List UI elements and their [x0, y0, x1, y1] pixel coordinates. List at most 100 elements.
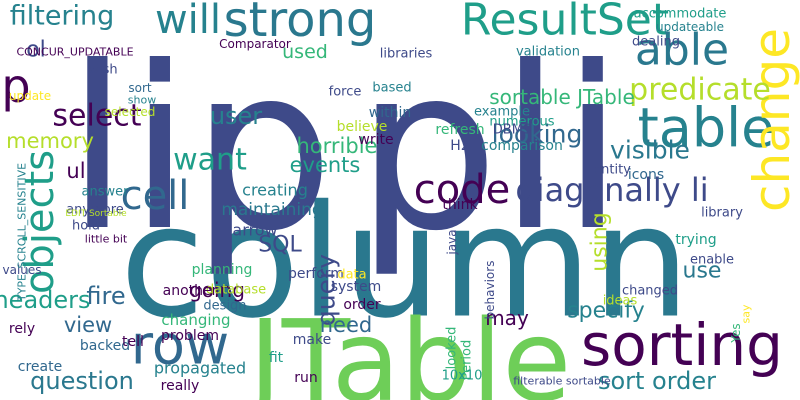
word: DBMS	[493, 123, 531, 138]
word: think	[442, 197, 478, 213]
word: based	[372, 81, 411, 96]
word: want	[173, 143, 247, 178]
word: anymore	[66, 203, 124, 218]
word: going	[189, 278, 245, 302]
word: system	[331, 279, 382, 295]
word: validation	[516, 45, 580, 60]
word: query	[312, 254, 341, 326]
word: numerous	[489, 115, 554, 130]
word: problem	[161, 328, 219, 344]
word: use	[683, 259, 722, 284]
word: changed	[622, 284, 678, 299]
word: entity	[593, 163, 631, 178]
word: used	[282, 41, 328, 63]
word: lip	[66, 19, 334, 281]
word: CONCUR_UPDATABLE	[16, 46, 133, 59]
word: Period	[460, 340, 475, 381]
word: headers	[0, 286, 91, 314]
word: able	[635, 25, 729, 76]
word: view	[64, 313, 112, 337]
word: library	[701, 206, 743, 221]
word: behaviors	[483, 261, 497, 320]
word: java	[445, 229, 459, 255]
word: looking	[492, 120, 583, 149]
word: within	[369, 105, 411, 121]
word: sortable JTable	[489, 85, 635, 109]
word: changing	[161, 311, 230, 329]
word: refresh	[435, 122, 484, 138]
word: fit	[269, 350, 284, 366]
word: JTable	[243, 297, 572, 400]
word: p	[1, 59, 30, 113]
word: comparison	[481, 138, 563, 154]
word: 10x10	[442, 369, 483, 384]
word: filterable sortable	[513, 375, 611, 388]
word: row	[131, 314, 229, 377]
word: ResultSet	[461, 0, 669, 46]
word: sorting	[581, 311, 783, 379]
word: show	[128, 94, 156, 107]
word: question	[30, 367, 134, 395]
word: values	[2, 263, 41, 277]
word: EDIT Sortable	[65, 209, 127, 219]
word: user	[210, 102, 262, 130]
word: events	[290, 153, 361, 177]
word: update	[9, 89, 51, 103]
word: diagonally li	[515, 171, 708, 209]
word: pli	[356, 19, 624, 281]
word: code	[414, 167, 510, 213]
word: filtering	[10, 1, 115, 32]
word: backed	[80, 338, 130, 354]
word: SQL	[258, 233, 302, 258]
word: dealing	[632, 35, 680, 50]
word: column	[120, 172, 691, 353]
word: write	[358, 132, 393, 148]
word: propagated	[154, 359, 246, 378]
word: TYPE_SCROLL_SENSITIVE	[16, 163, 29, 302]
word: Yes	[729, 323, 743, 343]
word: little bit	[85, 233, 128, 246]
word: specify	[567, 299, 645, 324]
word: another	[163, 283, 218, 299]
word: fire	[86, 282, 125, 310]
word: H2	[450, 138, 469, 154]
word: libraries	[380, 47, 433, 62]
word: sort order	[598, 367, 716, 395]
word: example	[474, 105, 530, 120]
word: need	[320, 313, 372, 337]
word: objects	[17, 150, 63, 294]
word: cell	[121, 173, 190, 219]
word: database	[206, 283, 266, 298]
word: enable	[690, 253, 734, 268]
word: updateable	[656, 20, 724, 34]
word: really	[161, 378, 200, 394]
word: table	[638, 97, 775, 160]
word: perform	[288, 266, 344, 282]
word: create	[18, 359, 62, 375]
word: creating	[242, 181, 308, 200]
word: tell	[122, 334, 144, 350]
word: answer	[82, 185, 130, 200]
word: ol	[26, 38, 46, 63]
word: run	[294, 370, 318, 386]
word: order	[343, 297, 381, 313]
word: change	[743, 28, 800, 212]
word: maintaining	[221, 200, 322, 220]
word: hold	[72, 219, 100, 234]
word: trying	[675, 232, 716, 248]
word: will	[155, 0, 221, 43]
word: force	[329, 85, 362, 100]
word: data	[337, 268, 366, 283]
word: ideas	[603, 294, 638, 309]
word: rely	[9, 321, 35, 337]
word: Comparator	[219, 37, 291, 51]
word: say	[740, 304, 753, 323]
word: visible	[610, 136, 690, 165]
word: believe	[337, 119, 388, 135]
word: ul	[66, 159, 85, 183]
word: horrible	[297, 134, 378, 158]
word: wish	[88, 63, 117, 78]
word: select	[52, 99, 141, 134]
